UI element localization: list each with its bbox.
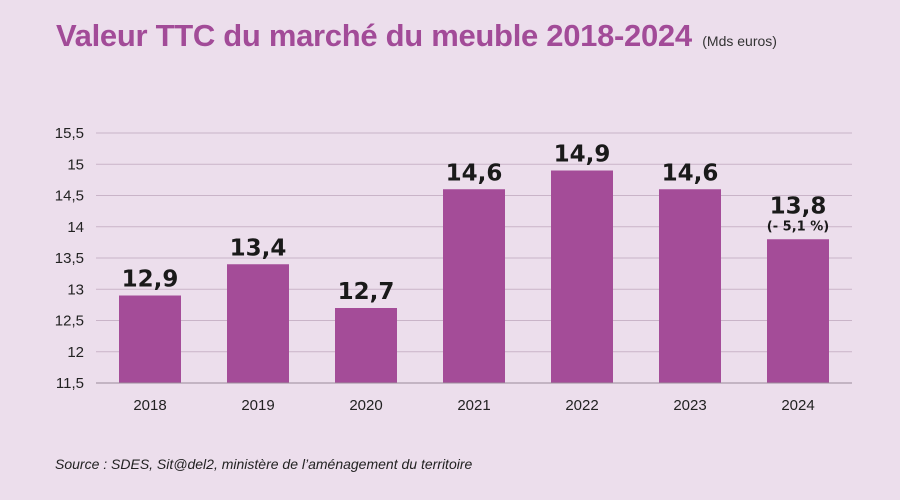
- bar-2023: [659, 189, 721, 383]
- x-tick-label-2020: 2020: [349, 397, 382, 414]
- bar-2021: [443, 189, 505, 383]
- y-tick-label: 12: [67, 344, 84, 361]
- y-tick-label: 14,5: [55, 188, 84, 205]
- value-label-2023: 14,6: [662, 160, 719, 186]
- value-label-2020: 12,7: [338, 279, 395, 305]
- y-tick-label: 15: [67, 156, 84, 173]
- x-axis-labels: 2018 2019 2020 2021 2022 2023 2024: [133, 397, 814, 414]
- bar-2018: [119, 295, 181, 383]
- y-tick-label: 11,5: [56, 375, 84, 392]
- bars: [119, 170, 829, 383]
- x-tick-label-2021: 2021: [457, 397, 490, 414]
- value-label-2024: 13,8: [770, 193, 827, 219]
- x-tick-label-2018: 2018: [133, 397, 166, 414]
- chart-title: Valeur TTC du marché du meuble 2018-2024: [56, 18, 692, 53]
- x-tick-label-2024: 2024: [781, 397, 814, 414]
- value-label-2019: 13,4: [230, 235, 287, 261]
- y-tick-label: 13,5: [55, 250, 84, 267]
- x-tick-label-2023: 2023: [673, 397, 706, 414]
- bar-2019: [227, 264, 289, 383]
- y-tick-label: 15,5: [55, 125, 84, 142]
- bar-2022: [551, 170, 613, 383]
- source-note: Source : SDES, Sit@del2, ministère de l’…: [55, 456, 473, 472]
- x-tick-label-2019: 2019: [241, 397, 274, 414]
- value-label-2018: 12,9: [122, 267, 179, 293]
- y-tick-label: 13: [67, 281, 84, 298]
- x-tick-label-2022: 2022: [565, 397, 598, 414]
- value-labels: 12,9 13,4 12,7 14,6 14,9 14,6 13,8(- 5,1 %): [122, 142, 830, 306]
- change-annotation: (- 5,1 %): [767, 219, 829, 234]
- y-axis-ticks: 11,5 12 12,5 13 13,5 14 14,5 15 15,5: [55, 125, 84, 392]
- y-tick-label: 12,5: [55, 313, 84, 330]
- value-label-2021: 14,6: [446, 160, 503, 186]
- y-tick-label: 14: [67, 219, 84, 236]
- title-row: Valeur TTC du marché du meuble 2018-2024…: [56, 18, 777, 54]
- unit-label: (Mds euros): [702, 33, 777, 49]
- value-label-2022: 14,9: [554, 142, 611, 168]
- bar-2024: [767, 239, 829, 383]
- bar-2020: [335, 308, 397, 383]
